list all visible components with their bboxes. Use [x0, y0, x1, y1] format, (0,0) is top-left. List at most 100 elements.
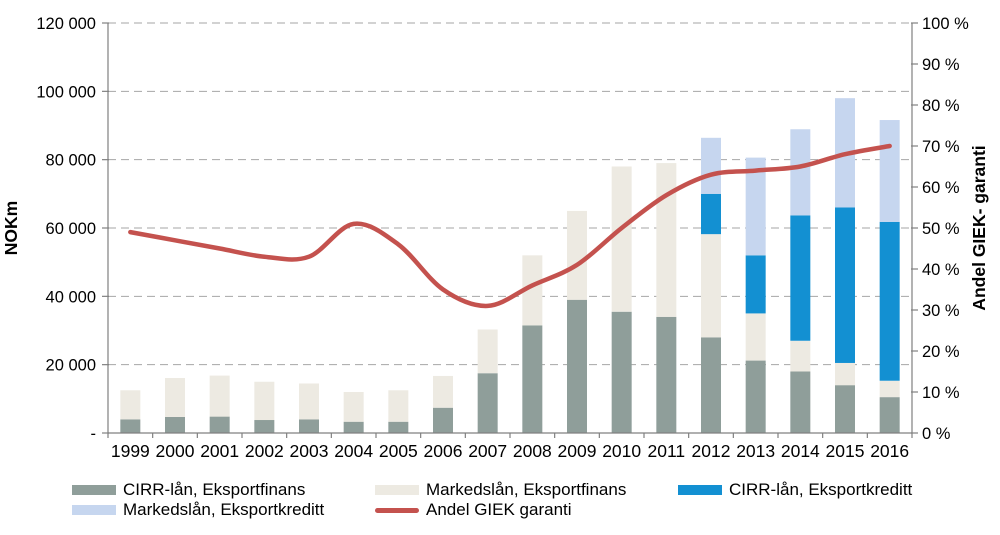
right-axis-tick-label: 70 %	[922, 138, 960, 156]
bar-segment	[388, 390, 409, 422]
right-axis-tick-label: 0 %	[922, 425, 951, 443]
legend-swatch-andel-giek-garanti	[375, 507, 419, 513]
bar-segment	[433, 375, 453, 408]
bar-segment	[209, 375, 230, 417]
bar-segment	[522, 325, 543, 433]
legend-label: Andel GIEK garanti	[426, 500, 572, 519]
left-axis-tick-label: 40 000	[46, 288, 96, 306]
bar-segment	[656, 163, 677, 317]
right-axis-tick-label: 100 %	[922, 15, 969, 33]
bar-segment	[165, 377, 185, 417]
bar-segment	[879, 397, 900, 433]
axis-tick-labels: - 20 000 40 000 60 000 80 000 100 000 120 000 0…	[36, 15, 969, 443]
bar-segment	[879, 380, 900, 398]
x-axis-year-label: 2008	[513, 441, 552, 461]
left-axis-tick-label: 100 000	[36, 83, 96, 101]
bar-segment	[165, 416, 185, 433]
bar-segment	[701, 137, 721, 194]
left-axis-tick-label: 80 000	[46, 152, 96, 170]
bar-segment	[299, 419, 319, 433]
bar-segment	[745, 313, 766, 361]
legend-label: Markedslån, Eksportkreditt	[123, 500, 325, 519]
x-axis-year-label: 1999	[111, 441, 150, 461]
bar-segment	[477, 329, 498, 374]
bar-segment	[567, 299, 587, 433]
bar-segment	[790, 340, 811, 372]
right-axis-title: Andel GIEK- garanti	[969, 145, 989, 310]
x-axis-year-label: 2007	[468, 441, 507, 461]
right-axis-tick-label: 40 %	[922, 261, 960, 279]
legend-label: Markedslån, Eksportfinans	[426, 480, 627, 499]
left-axis-tick-label: -	[91, 425, 97, 443]
bar-segment	[120, 419, 141, 433]
legend-swatch-markedslan-eksportkreditt	[72, 505, 116, 515]
chart-svg: - 20 000 40 000 60 000 80 000 100 000 120 000 0…	[1, 15, 989, 461]
x-axis-year-label: 2012	[692, 441, 731, 461]
x-axis-year-label: 2015	[826, 441, 865, 461]
bar-segment	[790, 215, 811, 341]
x-axis-year-label: 2010	[602, 441, 641, 461]
right-axis-tick-label: 60 %	[922, 179, 960, 197]
x-axis-year-label: 2006	[424, 441, 463, 461]
bar-segment	[701, 337, 721, 433]
bar-segment	[433, 407, 453, 433]
bar-segment	[701, 234, 721, 338]
x-axis-year-label: 2001	[200, 441, 239, 461]
x-axis-year-label: 2009	[558, 441, 597, 461]
x-axis-year-label: 2003	[290, 441, 329, 461]
bar-segment	[835, 207, 855, 363]
bar-segment	[835, 362, 855, 386]
x-axis-year-label: 2004	[334, 441, 373, 461]
bar-segment	[790, 129, 811, 216]
bar-segment	[299, 383, 319, 420]
bar-segment	[745, 157, 766, 256]
right-axis-tick-label: 30 %	[922, 302, 960, 320]
legend-swatch-markedslan-eksportfinans	[375, 485, 419, 495]
legend-item-markedslan-eksportfinans: Markedslån, Eksportfinans	[375, 480, 627, 499]
right-axis-tick-label: 80 %	[922, 97, 960, 115]
bar-segment	[388, 421, 409, 433]
left-axis-tick-label: 20 000	[46, 357, 96, 375]
x-axis-year-label: 2013	[736, 441, 775, 461]
bar-segment	[254, 420, 275, 433]
x-axis-year-label: 2014	[781, 441, 820, 461]
right-axis-tick-label: 20 %	[922, 343, 960, 361]
bar-segment	[477, 373, 498, 433]
legend-item-cirr-lan-eksportkreditt: CIRR-lån, Eksportkreditt	[678, 480, 912, 499]
bars	[120, 98, 900, 433]
x-axis-labels: 1999 2000 2001 2002 2003 2004 2005 2006 2007 2008…	[111, 441, 909, 461]
x-axis-year-label: 2011	[648, 441, 686, 461]
chart-canvas: - 20 000 40 000 60 000 80 000 100 000 120 000 0…	[1, 15, 989, 461]
bar-segment	[522, 255, 543, 326]
gridlines	[108, 22, 912, 366]
bar-segment	[567, 210, 587, 300]
x-axis-year-label: 2016	[870, 441, 909, 461]
left-axis-title: NOKm	[1, 201, 21, 255]
legend-item-markedslan-eksportkreditt: Markedslån, Eksportkreditt	[72, 500, 325, 519]
bar-segment	[879, 221, 900, 381]
left-axis-tick-label: 60 000	[46, 220, 96, 238]
bar-segment	[835, 385, 855, 433]
bar-segment	[343, 392, 364, 422]
bar-segment	[209, 416, 230, 433]
giek-share-trend-line	[128, 143, 892, 309]
x-axis-year-label: 2005	[379, 441, 418, 461]
right-axis-tick-label: 90 %	[922, 56, 960, 74]
bar-segment	[790, 371, 811, 433]
bar-segment	[611, 311, 632, 433]
bar-segment	[656, 316, 677, 433]
right-axis-tick-label: 50 %	[922, 220, 960, 238]
left-axis-tick-label: 120 000	[36, 15, 96, 33]
x-axis-year-label: 2000	[156, 441, 195, 461]
legend-swatch-cirr-lan-eksportkreditt	[678, 485, 722, 495]
legend-swatch-cirr-lan-eksportfinans	[72, 485, 116, 495]
bar-segment	[611, 166, 632, 312]
bar-segment	[343, 421, 364, 433]
bar-segment	[701, 193, 721, 235]
legend-label: CIRR-lån, Eksportfinans	[123, 480, 306, 499]
bar-segment	[745, 360, 766, 433]
legend-item-cirr-lan-eksportfinans: CIRR-lån, Eksportfinans	[72, 480, 306, 499]
bar-segment	[120, 390, 141, 420]
axes	[102, 22, 918, 438]
